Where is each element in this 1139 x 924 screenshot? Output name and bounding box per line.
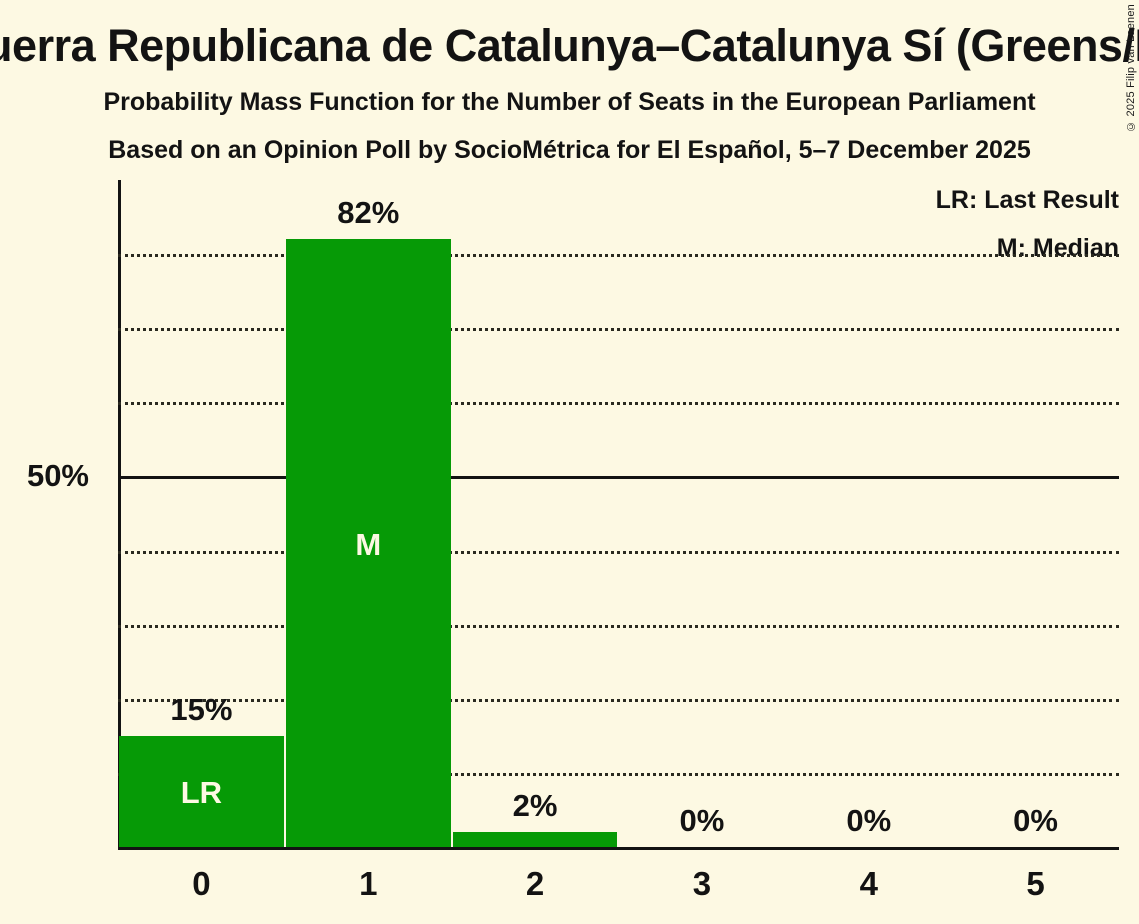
bar[interactable]: [285, 239, 451, 847]
bar-value-label: 0%: [1013, 803, 1058, 838]
x-axis-tick-label: 4: [859, 865, 878, 902]
plot-area: 50% 15% LR 0 82% M 1 2% 2 0% 3 0% 4 0% 5: [27, 180, 1119, 902]
bar-group: 15% LR 0: [119, 180, 284, 902]
y-axis-tick-label: 50%: [26, 458, 89, 494]
bar-group: 2% 2: [452, 180, 618, 902]
gridline: [118, 624, 1119, 628]
gridline: [118, 402, 1119, 406]
x-axis-tick-label: 5: [1026, 865, 1045, 902]
x-axis-tick-label: 3: [692, 865, 712, 902]
bar-value-label: 2%: [512, 788, 558, 824]
copyright-notice: © 2025 Filip van Laenen: [1125, 4, 1137, 132]
bar-marker-lr: LR: [180, 775, 223, 811]
gridline: [118, 772, 1119, 776]
gridline-major: [118, 476, 1119, 480]
bar-group: 0% 5: [953, 180, 1118, 902]
bar-value-label: 0%: [846, 803, 892, 838]
bar-value-label: 15%: [170, 691, 233, 727]
y-axis-line: [118, 180, 121, 847]
chart-subtitle: Probability Mass Function for the Number…: [103, 88, 1036, 116]
x-axis-line: [118, 847, 1119, 850]
bar-group: 0% 4: [786, 180, 951, 902]
x-axis-tick-label: 1: [359, 865, 378, 902]
chart-source-line: Based on an Opinion Poll by SocioMétrica…: [108, 136, 1031, 164]
gridline: [118, 698, 1119, 702]
x-axis-tick-label: 0: [192, 865, 211, 902]
x-axis-tick-label: 2: [525, 865, 545, 902]
gridline: [118, 550, 1119, 554]
bar-marker-m: M: [355, 527, 382, 563]
bar[interactable]: [452, 832, 618, 847]
gridline: [118, 254, 1119, 258]
legend-median: M: Median: [996, 234, 1119, 262]
bar-value-label: 82%: [337, 195, 400, 231]
gridline: [118, 328, 1119, 332]
page-title: Esquerra Republicana de Catalunya–Catalu…: [0, 20, 1139, 71]
legend-last-result: LR: Last Result: [935, 186, 1119, 214]
bar-group: 82% M 1: [285, 180, 451, 902]
bar-group: 0% 3: [620, 180, 785, 902]
bar[interactable]: [119, 735, 284, 847]
bar-value-label: 0%: [679, 803, 725, 838]
